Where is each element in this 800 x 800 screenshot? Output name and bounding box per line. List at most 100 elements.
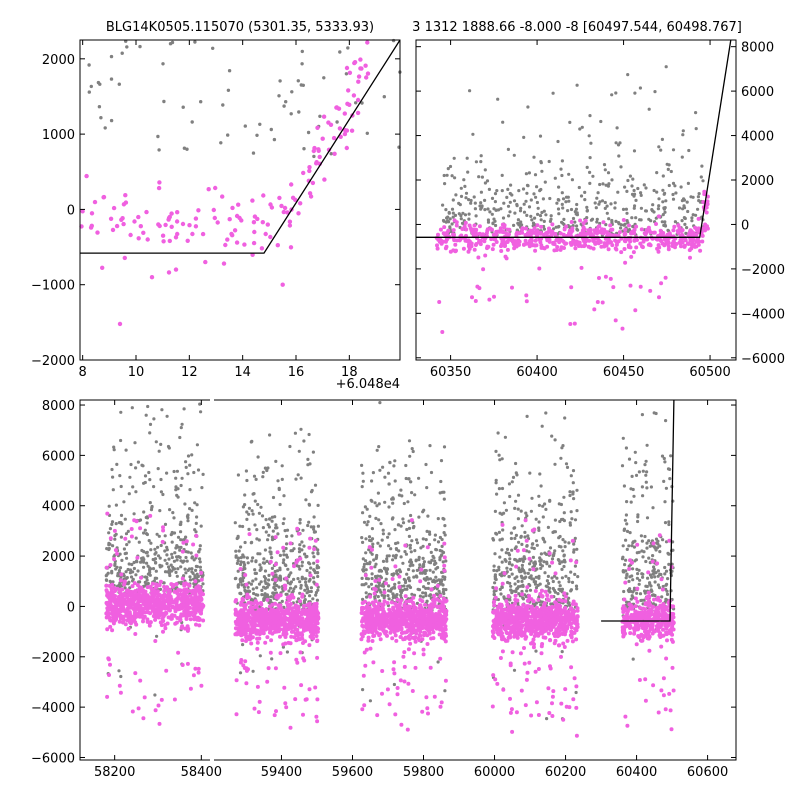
bt-grey-point [293,431,297,435]
bt-magenta-point [299,683,304,688]
bt-magenta-point [291,629,296,634]
bt-grey-point [198,557,202,561]
bt-magenta-point [423,602,427,607]
bt-magenta-point [135,555,140,560]
bt-grey-point [421,556,425,561]
tr-grey-point [555,201,559,205]
bt-grey-point [190,453,194,457]
bt-grey-point [270,566,274,571]
bt-grey-point [404,463,408,468]
bt-magenta-point [125,595,130,600]
tr-magenta-point [512,246,517,251]
bt-grey-point [145,521,149,525]
bt-magenta-point [372,586,377,591]
tl-magenta-point [307,168,312,174]
tl-magenta-point [122,255,128,261]
bt-grey-point [252,591,256,596]
bt-magenta-point [192,613,197,618]
bt-grey-point [389,547,393,551]
bt-grey-point [188,578,193,582]
bt-grey-point [308,577,312,582]
tr-magenta-point [453,249,458,254]
bt-magenta-point [135,583,140,588]
tr-grey-point [673,220,678,224]
tr-magenta-point [461,246,466,251]
bt-magenta-point [397,574,402,579]
bt-grey-point [397,581,401,585]
bt-magenta-point [112,528,117,533]
tr-grey-point [588,156,592,160]
bt-grey-point [407,519,411,523]
bt-magenta-point [238,567,243,571]
tr-grey-point [532,155,536,159]
tr-grey-point [516,221,520,225]
bt-grey-point [411,563,415,567]
panel-bottom: 58200 58400 59400 59600 59800 60000 60200 60400… [31,399,737,780]
bt-grey-point [369,539,373,543]
tl-magenta-point [180,221,186,227]
bt-magenta-point [144,599,149,603]
bt-grey-point [282,494,286,498]
bt-grey-point [113,534,117,538]
bt-grey-point [124,532,129,536]
bt-magenta-point [439,700,444,705]
bt-grey-point [250,509,254,513]
bt-grey-point [165,562,169,566]
bt-grey-point [433,559,437,563]
bt-magenta-point [243,603,248,607]
bt-magenta-point [113,598,117,603]
tl-magenta-point [213,185,218,191]
bt-grey-point [285,534,289,539]
bt-grey-point [184,465,188,469]
bt-grey-point [361,540,365,545]
tl-grey-point [329,152,333,156]
bt-magenta-point [183,626,188,631]
bt-magenta-point [185,599,190,604]
bt-magenta-point [295,660,300,665]
bt-grey-point [275,584,279,588]
tr-grey-point [445,216,449,220]
bt-magenta-point [266,613,271,617]
tr-grey-point [535,185,539,189]
bt-magenta-point [243,606,248,611]
bt-magenta-point [180,663,185,667]
bt-magenta-point [173,607,178,612]
bt-magenta-point [157,593,162,597]
tr-magenta-point [576,240,581,245]
bt-grey-point [254,577,258,581]
bt-grey-point [421,537,425,541]
bt-grey-point [163,549,167,553]
tr-grey-point [451,211,455,215]
bt-magenta-point [244,628,249,633]
tr-magenta-point [522,242,527,247]
tl-grey-point [182,146,187,150]
bt-grey-point [127,562,131,566]
tl-magenta-point [185,238,190,243]
tr-grey-point [671,148,676,152]
bt-grey-point [165,414,169,418]
tr-xtick-label: 60500 [689,365,730,380]
bt-magenta-point [119,578,123,583]
bt-grey-point [379,522,383,526]
bt-magenta-point [111,614,116,619]
bt-magenta-point [163,623,167,627]
bt-grey-point [433,533,437,537]
tr-grey-point [532,192,536,196]
tl-magenta-point [114,223,120,229]
tr-grey-point [512,199,517,203]
tr-magenta-point [586,244,591,249]
tr-grey-point [685,226,689,230]
tr-grey-point [639,193,643,197]
tr-magenta-point [512,242,517,247]
tr-grey-point [486,218,490,222]
tl-grey-point [360,101,364,105]
bt-grey-point [117,569,121,573]
bt-grey-point [234,555,238,559]
bt-grey-point [111,580,115,584]
bt-grey-point [316,503,320,507]
bt-grey-point [442,445,447,449]
bt-grey-point [147,470,151,475]
bt-magenta-point [169,616,174,621]
bt-magenta-point [413,665,418,670]
tr-grey-point [651,203,655,207]
